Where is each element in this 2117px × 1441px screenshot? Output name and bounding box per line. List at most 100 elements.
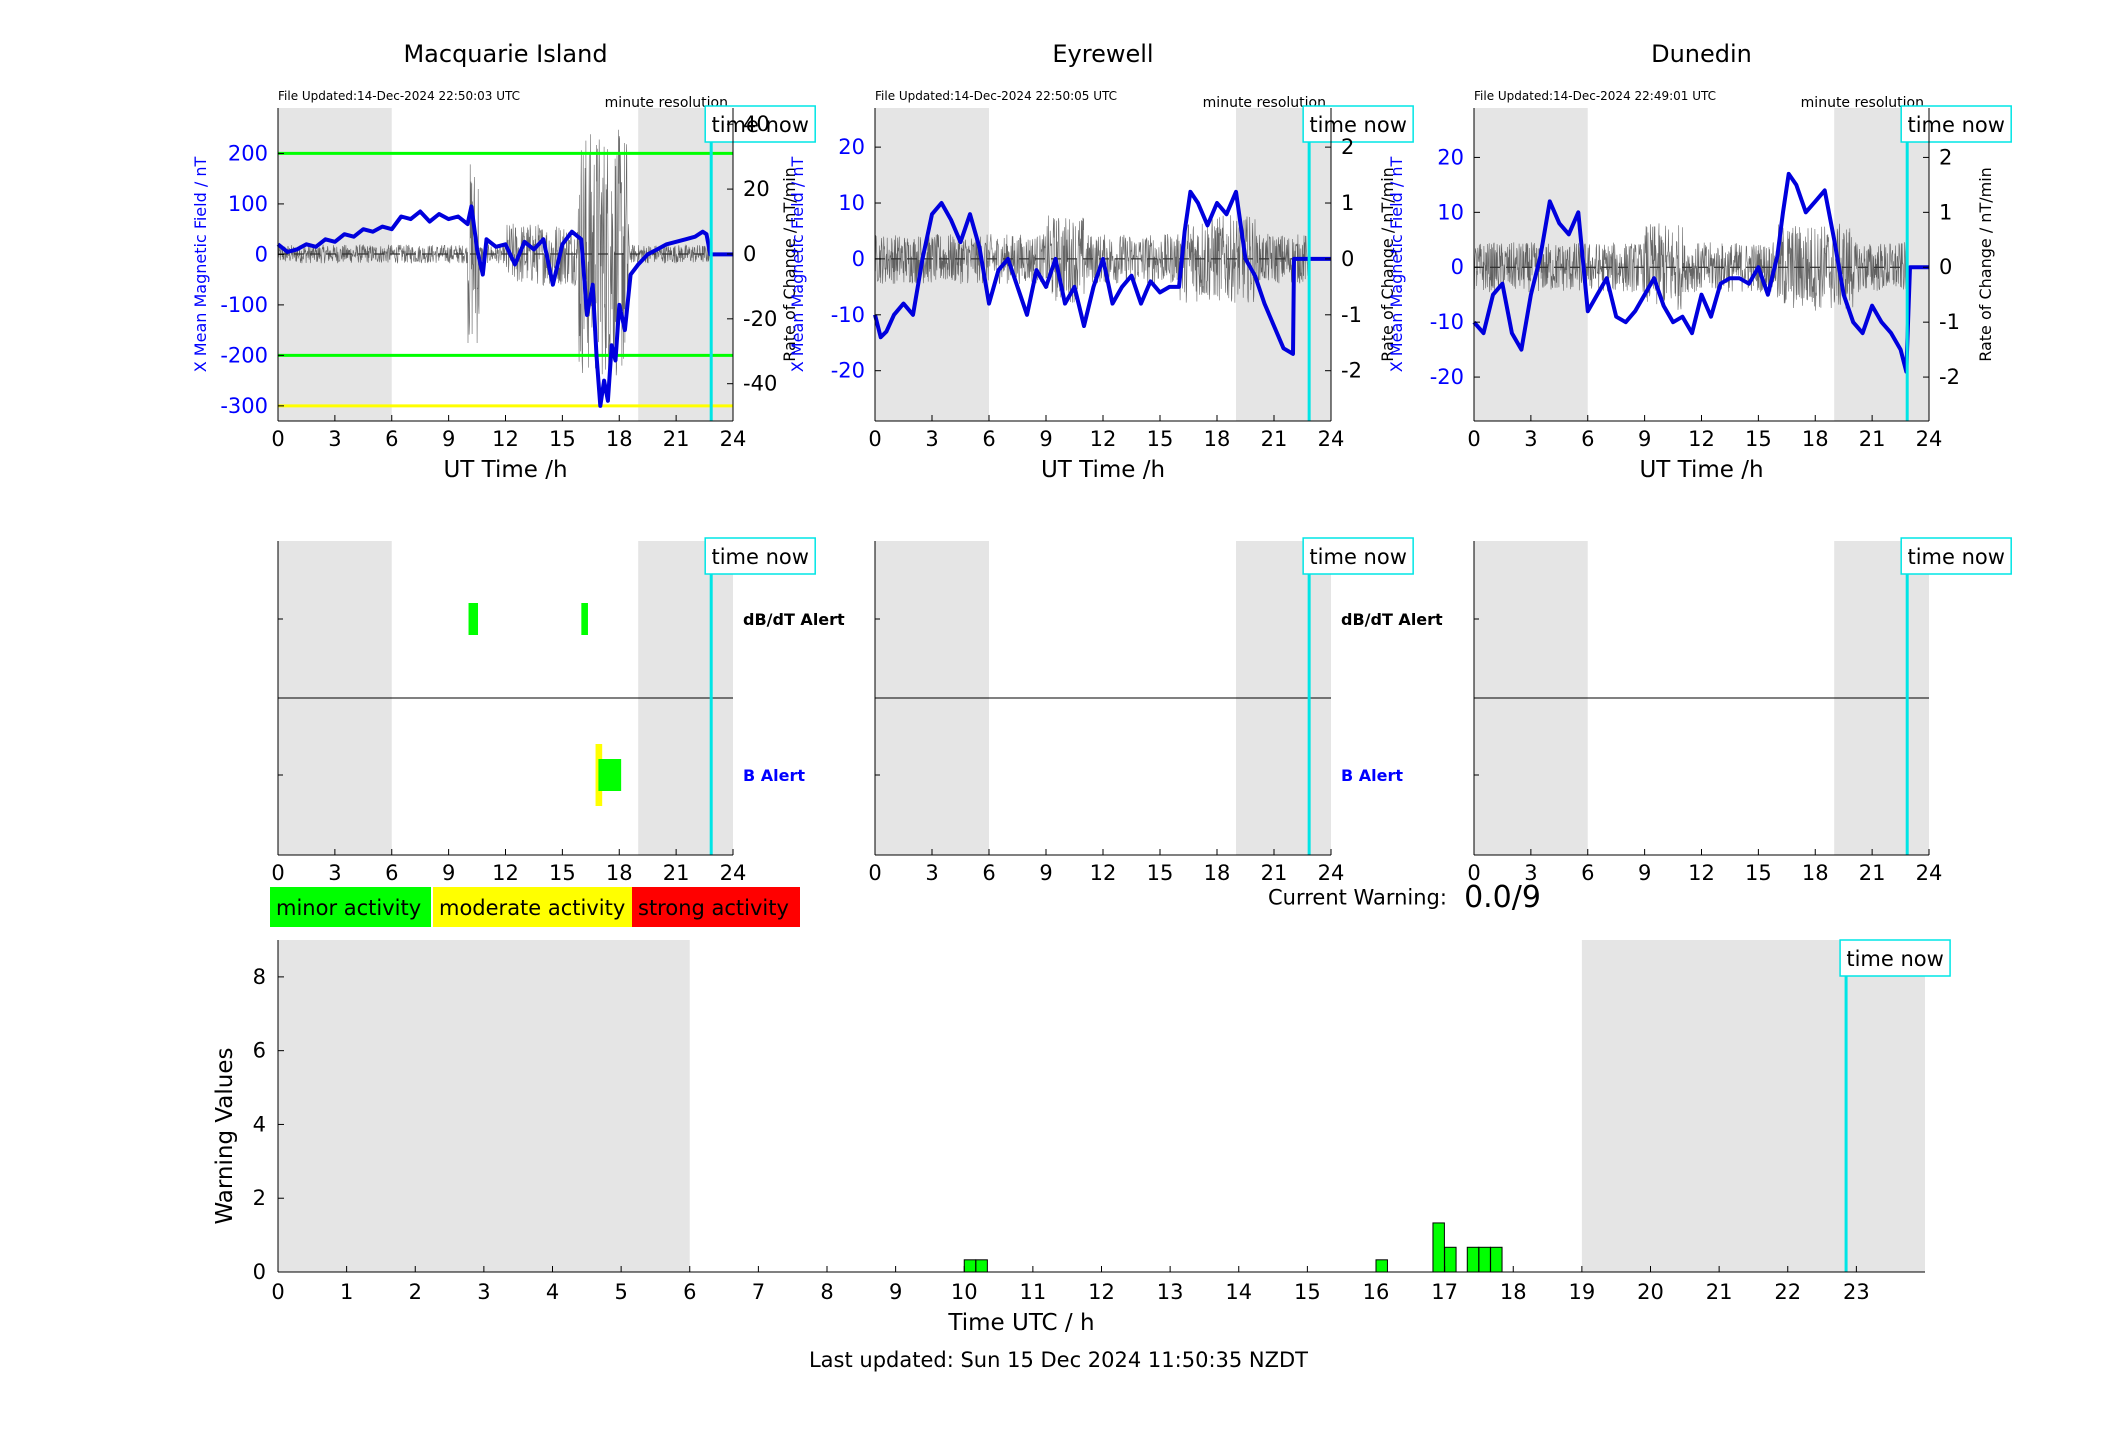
x-tick-label: 7	[752, 1280, 765, 1304]
warning-bar	[1490, 1246, 1503, 1273]
time-now-label: time now	[1309, 545, 1406, 569]
x-tick-label: 13	[1157, 1280, 1184, 1304]
x-tick-label: 12	[492, 861, 519, 885]
x-tick-label: 15	[549, 427, 576, 451]
x-tick-label: 15	[1294, 1280, 1321, 1304]
y-tick-label-right: 20	[743, 177, 770, 201]
time-now-box	[1900, 537, 2012, 575]
x-tick-label: 24	[1318, 427, 1345, 451]
x-tick-label: 24	[1916, 861, 1943, 885]
x-tick-label: 24	[1916, 427, 1943, 451]
y-tick-label-left: 0	[1451, 255, 1464, 279]
alert-panel-dunedin: time now 0 3 6 9 12 15 18 21 24	[1467, 537, 2012, 885]
time-now-label: time now	[1907, 545, 2004, 569]
x-tick-label: 9	[1039, 861, 1052, 885]
x-tick-label: 21	[1261, 427, 1288, 451]
legend-minor-swatch	[270, 887, 431, 927]
time-now-label: time now	[1907, 113, 2004, 137]
x-tick-label: 2	[409, 1280, 422, 1304]
y-tick-label-left: -100	[220, 293, 268, 317]
y-axis-label-right: Rate of Change / nT/min	[1378, 167, 1397, 362]
current-warning-value: 0.0/9	[1464, 880, 1541, 915]
x-tick-label: 18	[1802, 427, 1829, 451]
field-panel-dunedin: Dunedin File Updated:14-Dec-2024 22:49:01…	[1387, 40, 2012, 483]
x-tick-label: 16	[1363, 1280, 1390, 1304]
legend-moderate-label: moderate activity	[439, 896, 625, 920]
x-tick-label: 4	[546, 1280, 559, 1304]
x-tick-label: 3	[477, 1280, 490, 1304]
file-updated-label: File Updated:14-Dec-2024 22:49:01 UTC	[1474, 89, 1716, 103]
y-tick-label: 2	[253, 1186, 266, 1210]
x-tick-label: 5	[614, 1280, 627, 1304]
x-tick-label: 11	[1020, 1280, 1047, 1304]
y-axis-label-left: X Mean Magnetic Field / nT	[191, 157, 210, 373]
y-tick-label-left: 20	[838, 135, 865, 159]
y-axis-label-right: Rate of Change / nT/min	[780, 167, 799, 362]
x-tick-label: 3	[925, 427, 938, 451]
warning-bar	[1478, 1246, 1491, 1273]
magnetic-field-series	[873, 189, 1331, 356]
x-tick-label: 9	[1039, 427, 1052, 451]
last-updated: Last updated: Sun 15 Dec 2024 11:50:35 N…	[808, 1348, 1309, 1372]
current-warning-label: Current Warning:	[1268, 885, 1447, 910]
x-tick-label: 19	[1569, 1280, 1596, 1304]
y-tick-label: 6	[253, 1039, 266, 1063]
y-tick-label-right: 0	[743, 242, 756, 266]
x-tick-label: 21	[1261, 861, 1288, 885]
warning-bar	[1432, 1222, 1445, 1273]
b-alert-label: B Alert	[1341, 766, 1403, 785]
y-tick-label-left: 0	[852, 247, 865, 271]
y-tick-label-right: -1	[1341, 303, 1362, 327]
time-now-label: time now	[711, 113, 808, 137]
x-tick-label: 24	[720, 427, 747, 451]
x-tick-label: 15	[1745, 427, 1772, 451]
x-tick-label: 12	[1090, 427, 1117, 451]
x-tick-label: 0	[868, 861, 881, 885]
rate-of-change-trace	[1473, 223, 1908, 311]
y-axis-label-right: Rate of Change / nT/min	[1976, 167, 1995, 362]
y-tick-label-left: 20	[1437, 145, 1464, 169]
time-now-label: time now	[711, 545, 808, 569]
legend-moderate-swatch	[433, 887, 632, 927]
rate-of-change-trace	[277, 129, 712, 376]
alert-panel-eyrewell: dB/dT Alert B Alert time now 0 3 6 9 12 15 18 21 24	[868, 537, 1443, 885]
file-updated-label: File Updated:14-Dec-2024 22:50:05 UTC	[875, 89, 1117, 103]
y-tick-label-right: -20	[743, 307, 777, 331]
x-tick-label: 17	[1431, 1280, 1458, 1304]
x-tick-label: 0	[271, 861, 284, 885]
x-tick-label: 3	[925, 861, 938, 885]
alert-event-minor	[468, 603, 479, 635]
y-tick-label-left: 0	[255, 242, 268, 266]
x-tick-label: 6	[385, 427, 398, 451]
y-tick-label-right: -2	[1939, 365, 1960, 389]
y-tick-label-left: -10	[831, 303, 865, 327]
x-tick-label: 24	[720, 861, 747, 885]
y-tick-label-left: 100	[228, 192, 268, 216]
alert-event-minor	[598, 759, 622, 791]
x-tick-label: 0	[868, 427, 881, 451]
x-tick-label: 18	[1204, 861, 1231, 885]
y-axis-label: Warning Values	[212, 1047, 238, 1224]
night-shade	[875, 108, 989, 421]
x-tick-label: 21	[1706, 1280, 1733, 1304]
magnetic-field-series	[1472, 171, 1929, 374]
warning-bar	[963, 1259, 977, 1273]
x-tick-label: 24	[1318, 861, 1345, 885]
x-tick-label: 1	[340, 1280, 353, 1304]
x-tick-label: 14	[1225, 1280, 1252, 1304]
resolution-label: minute resolution	[1203, 95, 1326, 111]
x-tick-label: 8	[820, 1280, 833, 1304]
panel-title: Dunedin	[1651, 40, 1752, 68]
x-tick-label: 9	[889, 1280, 902, 1304]
y-tick-label-left: 10	[1437, 200, 1464, 224]
x-tick-label: 18	[1802, 861, 1829, 885]
x-tick-label: 21	[663, 861, 690, 885]
y-tick-label-left: 200	[228, 141, 268, 165]
rate-of-change-trace	[874, 215, 1310, 303]
x-tick-label: 6	[982, 861, 995, 885]
x-tick-label: 0	[271, 1280, 284, 1304]
current-warning: Current Warning: 0.0/9	[1268, 880, 1541, 915]
y-tick-label-right: 1	[1341, 191, 1354, 215]
